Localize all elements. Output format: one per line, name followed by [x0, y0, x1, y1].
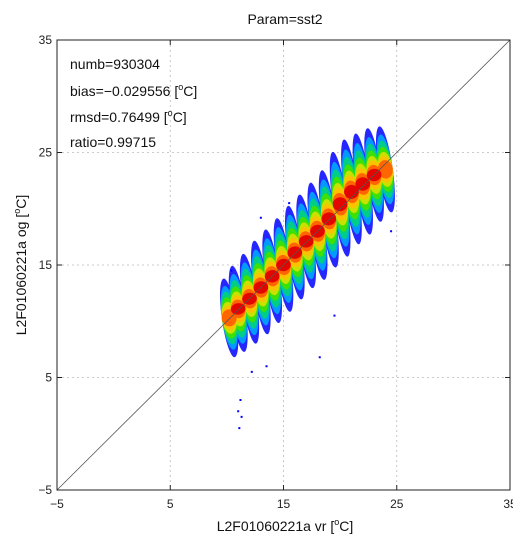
outlier-point	[237, 410, 240, 413]
y-tick-label: 15	[39, 258, 53, 272]
y-axis-label: L2F01060221a og [oC]	[12, 195, 29, 335]
y-tick-label: 25	[39, 146, 53, 160]
y-axis-label-degree: o	[12, 209, 22, 214]
outlier-point	[318, 356, 321, 359]
stat-bias-value: bias=−0.029556 [	[70, 83, 178, 99]
outlier-point	[239, 399, 242, 401]
stat-ratio: ratio=0.99715	[70, 134, 156, 150]
outlier-point	[250, 370, 253, 373]
density-band-cell	[321, 212, 337, 226]
y-axis-label-unit: C]	[13, 195, 29, 209]
y-axis-label-text: L2F01060221a og [	[13, 214, 29, 336]
stat-bias-degree: o	[178, 82, 183, 92]
x-tick-label: 15	[277, 497, 291, 511]
outlier-points	[230, 202, 393, 430]
stats-panel: numb=930304 bias=−0.029556 [oC] rmsd=0.7…	[70, 56, 197, 150]
density-band-cell	[298, 235, 314, 248]
density-band-cell	[287, 246, 303, 259]
density-band-cell	[344, 184, 359, 199]
outlier-point	[265, 365, 268, 368]
y-tick-label: 35	[39, 33, 53, 47]
chart-title: Param=sst2	[247, 11, 322, 27]
stat-bias-unit: C]	[183, 83, 197, 99]
y-tick-label: 5	[45, 371, 52, 385]
stat-rmsd-unit: C]	[173, 109, 187, 125]
x-axis-label-degree: o	[334, 517, 339, 527]
stat-rmsd-value: rmsd=0.76499 [	[70, 109, 168, 125]
y-tick-label: −5	[38, 483, 52, 497]
density-band-cell	[332, 197, 348, 212]
density-band-cell	[355, 177, 371, 191]
one-to-one-line	[56, 39, 511, 491]
x-tick-label: 25	[390, 497, 404, 511]
x-axis-label-unit: C]	[339, 518, 353, 534]
y-axis-ticks: −5 5 15 25 35	[38, 33, 510, 497]
x-tick-label: 5	[167, 497, 174, 511]
density-band-cell	[378, 160, 393, 179]
outlier-point	[230, 269, 233, 272]
stat-bias: bias=−0.029556 [oC]	[70, 82, 197, 99]
x-axis-ticks: −5 5 15 25 35	[50, 40, 513, 511]
stat-rmsd-degree: o	[168, 108, 173, 118]
outlier-point	[390, 230, 393, 233]
x-tick-label: −5	[50, 497, 64, 511]
x-axis-label: L2F01060221a vr [oC]	[217, 517, 354, 534]
outlier-point	[288, 202, 291, 205]
stat-numb: numb=930304	[70, 56, 160, 72]
outlier-point	[240, 415, 243, 418]
outlier-point	[238, 427, 241, 430]
x-tick-label: 35	[503, 497, 513, 511]
stat-rmsd: rmsd=0.76499 [oC]	[70, 108, 187, 125]
density-cloud	[219, 126, 395, 358]
x-axis-label-text: L2F01060221a vr [	[217, 518, 335, 534]
outlier-point	[259, 216, 262, 219]
outlier-point	[333, 314, 336, 317]
